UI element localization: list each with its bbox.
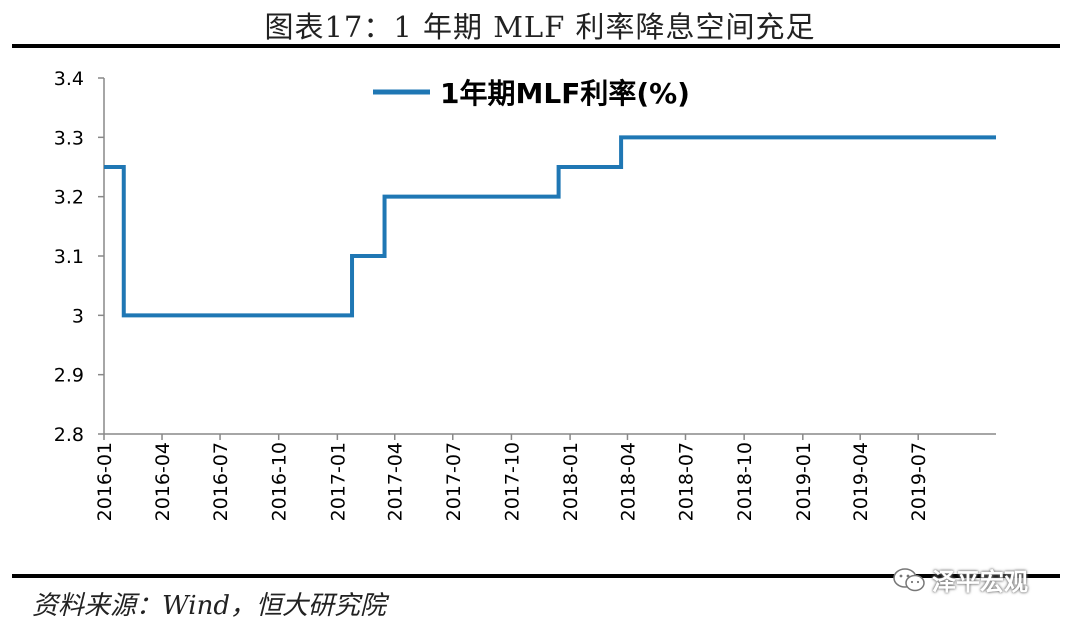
y-axis-ticks: 3.4 3.3 3.2 3.1 3 2.9 2.8 (54, 68, 104, 446)
x-tick-label: 2019-07 (908, 442, 930, 521)
x-tick-label: 2016-04 (152, 442, 174, 521)
y-tick-label: 3.3 (54, 127, 84, 149)
y-tick-label: 3 (72, 305, 84, 327)
x-tick-label: 2019-01 (793, 442, 815, 521)
x-tick-label: 2017-04 (385, 442, 407, 521)
legend: 1年期MLF利率(%) (373, 77, 690, 110)
x-axis-ticks: 2016-01 2016-04 2016-07 2016-10 2017-01 2017-… (94, 434, 930, 521)
x-tick-label: 2018-07 (675, 442, 697, 521)
y-tick-label: 3.2 (54, 187, 84, 209)
watermark: 泽平宏观 (892, 562, 1028, 597)
x-tick-label: 2018-10 (734, 442, 756, 521)
x-tick-label: 2019-04 (850, 442, 872, 521)
y-tick-label: 2.8 (54, 424, 84, 446)
y-tick-label: 3.1 (54, 246, 84, 268)
series-layer (104, 137, 996, 315)
x-tick-label: 2017-07 (443, 442, 465, 521)
watermark-text: 泽平宏观 (932, 562, 1028, 597)
wechat-icon (892, 566, 926, 594)
legend-label: 1年期MLF利率(%) (440, 77, 690, 110)
source-note: 资料来源：Wind，恒大研究院 (32, 585, 386, 622)
x-tick-label: 2018-04 (617, 442, 639, 521)
x-tick-label: 2018-01 (560, 442, 582, 521)
y-tick-label: 2.9 (54, 365, 84, 387)
y-tick-label: 3.4 (54, 68, 84, 90)
x-tick-label: 2016-01 (94, 442, 116, 521)
x-tick-label: 2017-01 (327, 442, 349, 521)
series-line-0 (104, 137, 996, 315)
x-tick-label: 2016-07 (210, 442, 232, 521)
x-tick-label: 2016-10 (269, 442, 291, 521)
x-tick-label: 2017-10 (501, 442, 523, 521)
mlf-rate-chart: 3.43.33.23.132.92.8 2016-01 2016-04 2016-0… (0, 0, 1080, 627)
